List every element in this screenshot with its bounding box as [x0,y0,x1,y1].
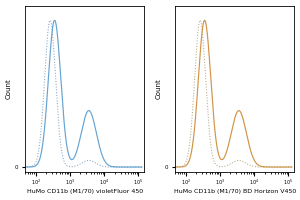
Y-axis label: Count: Count [6,78,12,99]
Y-axis label: Count: Count [156,78,162,99]
X-axis label: HuMo CD11b (M1/70) BD Horizon V450: HuMo CD11b (M1/70) BD Horizon V450 [174,189,296,194]
X-axis label: HuMo CD11b (M1/70) violetFluor 450: HuMo CD11b (M1/70) violetFluor 450 [27,189,143,194]
